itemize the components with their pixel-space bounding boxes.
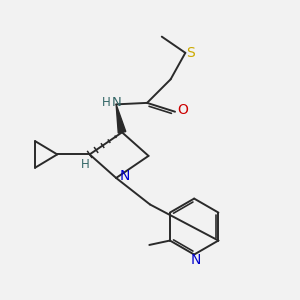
Text: H: H — [102, 96, 111, 110]
Text: N: N — [119, 169, 130, 184]
Text: O: O — [177, 103, 188, 117]
Text: H: H — [81, 158, 90, 171]
Text: N: N — [111, 96, 121, 110]
Text: S: S — [186, 46, 195, 60]
Polygon shape — [116, 104, 126, 133]
Text: N: N — [190, 253, 201, 267]
